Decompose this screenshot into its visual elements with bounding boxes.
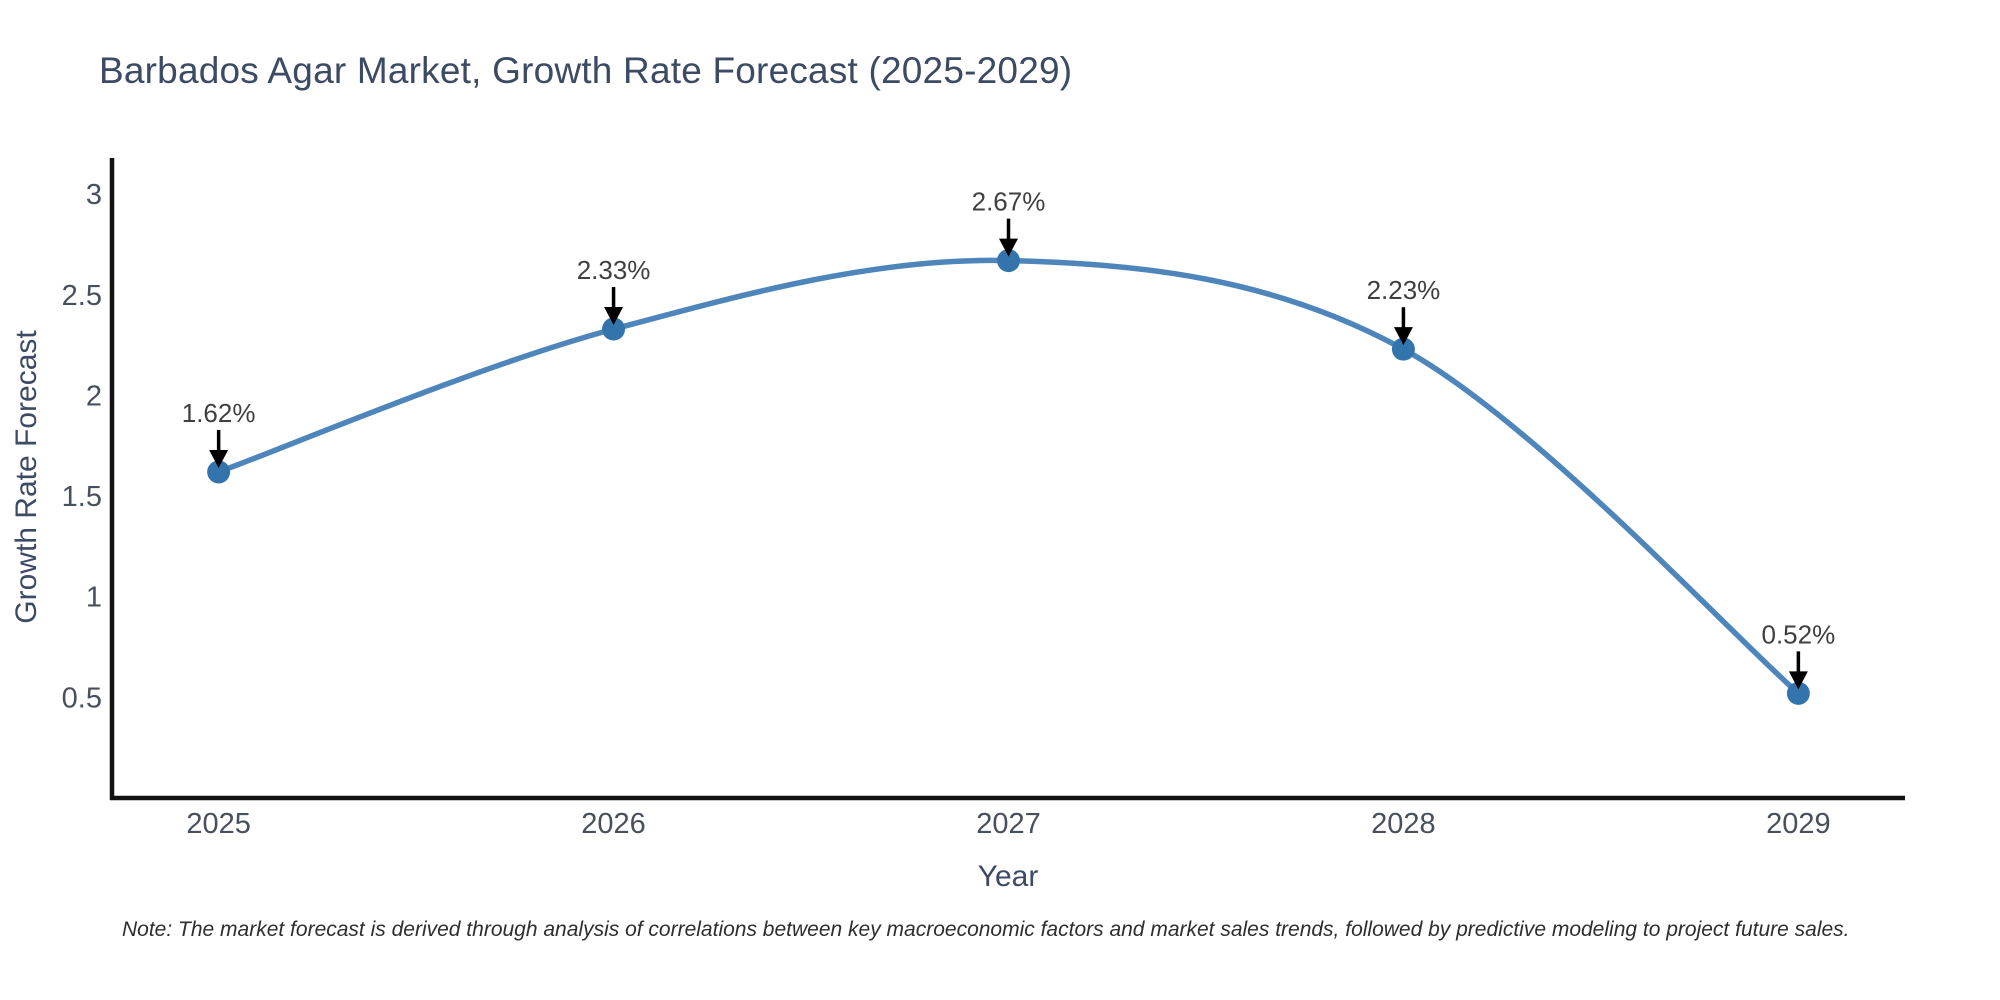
annotation-label: 2.33% (577, 255, 651, 285)
forecast-line (215, 257, 1802, 697)
data-point-marker (1391, 337, 1415, 361)
x-axis-title: Year (977, 860, 1039, 893)
x-tick-label: 2029 (1766, 808, 1831, 840)
data-point-marker (207, 460, 231, 484)
annotation-arrow-head (1393, 327, 1413, 346)
annotation-label: 0.52% (1762, 619, 1836, 649)
annotation-arrow-head (999, 238, 1018, 257)
y-tick-label: 1.5 (62, 481, 102, 513)
annotation-label: 2.67% (972, 187, 1046, 217)
annotation-arrow-head (604, 307, 624, 326)
x-tick-label: 2027 (976, 808, 1041, 840)
annotation-arrow-head (209, 449, 229, 468)
data-point-marker (997, 249, 1020, 273)
y-tick-label: 1 (86, 582, 102, 614)
x-tick-label: 2026 (581, 808, 646, 840)
y-tick-label: 3 (86, 179, 102, 211)
annotation-arrow-head (1788, 671, 1808, 690)
y-tick-label: 0.5 (62, 682, 102, 714)
annotation-label: 2.23% (1367, 275, 1441, 305)
y-tick-label: 2.5 (62, 280, 102, 312)
y-tick-label: 2 (86, 380, 102, 412)
footnote: Note: The market forecast is derived thr… (122, 918, 1850, 941)
data-point-marker (602, 317, 626, 341)
chart-title: Barbados Agar Market, Growth Rate Foreca… (99, 50, 1073, 91)
data-point-marker (1786, 681, 1810, 705)
x-tick-label: 2028 (1371, 808, 1436, 840)
x-tick-label: 2025 (186, 808, 251, 840)
y-axis-title: Growth Rate Forecast (10, 330, 43, 624)
annotation-label: 1.62% (182, 398, 256, 428)
